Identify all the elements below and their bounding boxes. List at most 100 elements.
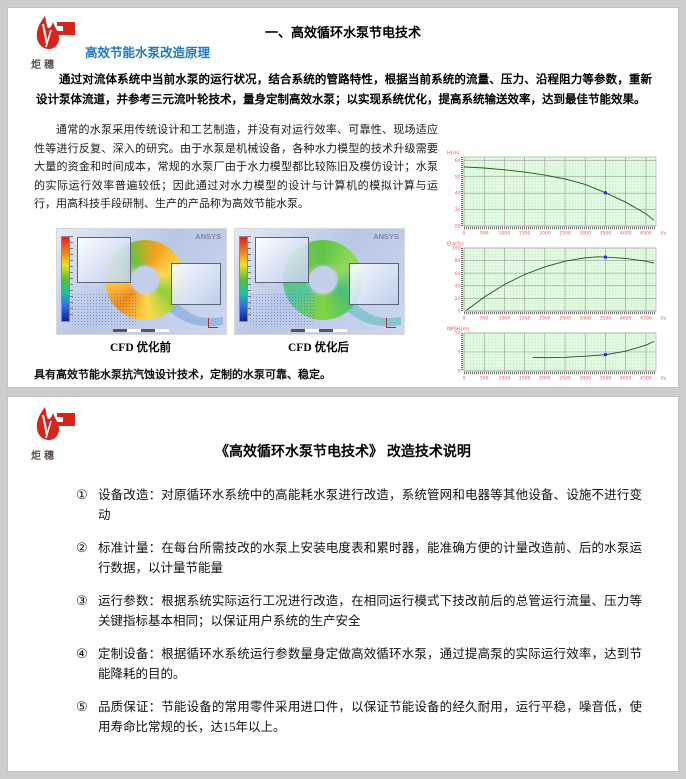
- svg-text:2000: 2000: [539, 376, 551, 382]
- item-text: 设备改造：对原循环水系统中的高能耗水泵进行改造，系统管网和电器等其他设备、设施不…: [98, 488, 642, 522]
- footnote-text: 具有高效节能水泵抗汽蚀设计技术，定制的水泵可靠、稳定。: [34, 369, 331, 381]
- zoom-inset-box: [171, 263, 221, 305]
- list-item: ⑤ 品质保证：节能设备的常用零件采用进口件，以保证节能设备的经久耐用，运行平稳，…: [76, 697, 642, 737]
- cfd-colorbar: [239, 236, 248, 322]
- intro-paragraph: 通过对流体系统中当前水泵的运行状况，结合系统的管路特性，根据当前系统的流量、压力…: [36, 74, 652, 106]
- particle-field: [71, 293, 137, 325]
- pump-head-curve-chart: 0 500 1000 1500 2000 2500 3000 3500 4000 4500 20 30…: [447, 151, 667, 237]
- flame-logo-icon: [36, 16, 75, 49]
- svg-text:l/s: l/s: [661, 376, 667, 382]
- svg-text:1500: 1500: [519, 231, 531, 237]
- particle-field: [249, 293, 315, 325]
- ansys-watermark: ANSYS: [373, 232, 399, 241]
- svg-text:3500: 3500: [600, 316, 612, 322]
- page-title: 一、高效循环水泵节电技术: [264, 25, 421, 40]
- svg-text:10: 10: [455, 331, 461, 337]
- svg-text:500: 500: [480, 231, 489, 237]
- svg-text:2500: 2500: [559, 316, 571, 322]
- item-text: 定制设备：根据循环水系统运行参数量身定做高效循环水泵，通过提高泵的实际运行效率，…: [98, 647, 642, 681]
- cfd-colorbar-ticks: [70, 236, 73, 320]
- axis-triad-icon: [386, 318, 396, 328]
- technical-notes-list: ① 设备改造：对原循环水系统中的高能耗水泵进行改造，系统管网和电器等其他设备、设…: [76, 485, 642, 750]
- svg-text:3000: 3000: [579, 231, 591, 237]
- list-item: ② 标准计量：在每台所需技改的水泵上安装电度表和累时器，能准确方便的计量改造前、…: [76, 538, 642, 578]
- item-number: ③: [76, 593, 88, 608]
- svg-text:3000: 3000: [579, 376, 591, 382]
- volute-outflow-shape: [169, 301, 223, 327]
- svg-text:1500: 1500: [519, 376, 531, 382]
- page-title: 《高效循环水泵节电技术》 改造技术说明: [215, 443, 471, 459]
- svg-text:1500: 1500: [519, 316, 531, 322]
- svg-text:50: 50: [455, 174, 461, 180]
- svg-text:20: 20: [455, 296, 461, 302]
- svg-text:l/s: l/s: [661, 316, 667, 322]
- item-text: 运行参数：根据系统实际运行工况进行改造，在相同运行模式下技改前后的总管运行流量、…: [98, 594, 642, 628]
- svg-text:40: 40: [455, 191, 461, 197]
- volute-outflow-shape: [347, 301, 401, 327]
- svg-text:0: 0: [463, 231, 466, 237]
- cfd-image-before: ANSYS: [56, 228, 227, 335]
- list-item: ④ 定制设备：根据循环水系统运行参数量身定做高效循环水泵，通过提高泵的实际运行效…: [76, 644, 642, 684]
- item-number: ②: [76, 540, 88, 555]
- svg-text:40: 40: [455, 283, 461, 289]
- svg-text:60: 60: [455, 271, 461, 277]
- svg-text:4000: 4000: [620, 316, 632, 322]
- ansys-watermark: ANSYS: [195, 232, 221, 241]
- svg-text:3500: 3500: [600, 231, 612, 237]
- svg-text:0: 0: [463, 316, 466, 322]
- svg-text:Eta(%): Eta(%): [447, 242, 464, 248]
- svg-text:0: 0: [458, 369, 461, 375]
- section-subtitle: 高效节能水泵改造原理: [85, 46, 211, 60]
- svg-text:NPSH(m): NPSH(m): [447, 327, 470, 333]
- svg-text:500: 500: [480, 316, 489, 322]
- axis-triad-icon: [208, 318, 218, 328]
- company-logo: 炬穗: [31, 405, 87, 463]
- svg-text:2000: 2000: [539, 231, 551, 237]
- scale-bar: [113, 329, 169, 332]
- impeller-contour: [105, 240, 185, 320]
- pump-npsh-curve-chart: 0 500 1000 1500 2000 2500 3000 3500 4000 4500 0 5 10…: [447, 327, 667, 382]
- zoom-inset-box: [255, 237, 309, 283]
- svg-text:500: 500: [480, 376, 489, 382]
- svg-text:1000: 1000: [499, 231, 511, 237]
- svg-text:80: 80: [455, 258, 461, 264]
- svg-text:H(m): H(m): [447, 151, 460, 157]
- svg-text:2500: 2500: [559, 376, 571, 382]
- svg-text:20: 20: [455, 224, 461, 230]
- cfd-colorbar: [61, 236, 70, 322]
- slide-page-2: 炬穗 《高效循环水泵节电技术》 改造技术说明 ① 设备改造：对原循环水系统中的高…: [7, 396, 679, 772]
- zoom-inset-box: [349, 263, 399, 305]
- item-number: ⑤: [76, 699, 88, 714]
- svg-text:100: 100: [452, 246, 461, 252]
- slide-page-1: 炬穗 一、高效循环水泵节电技术 高效节能水泵改造原理 通过对流体系统中当前水泵的…: [7, 7, 679, 388]
- svg-text:4000: 4000: [620, 376, 632, 382]
- svg-text:1000: 1000: [499, 316, 511, 322]
- scale-bar: [291, 329, 347, 332]
- brand-name: 炬穗: [31, 451, 57, 462]
- item-text: 品质保证：节能设备的常用零件采用进口件，以保证节能设备的经久耐用，运行平稳，噪音…: [98, 700, 642, 734]
- item-number: ④: [76, 646, 88, 661]
- flame-logo-icon: [36, 407, 75, 440]
- body-paragraph: 通常的水泵采用传统设计和工艺制造，并没有对运行效率、可靠性、现场适应性等进行反复…: [34, 124, 438, 210]
- svg-text:0: 0: [463, 376, 466, 382]
- brand-name: 炬穗: [31, 60, 57, 71]
- pump-efficiency-curve-chart: 0 500 1000 1500 2000 2500 3000 3500 4000 4500 0 20 4…: [447, 242, 667, 322]
- svg-text:0: 0: [458, 309, 461, 315]
- list-item: ③ 运行参数：根据系统实际运行工况进行改造，在相同运行模式下技改前后的总管运行流…: [76, 591, 642, 631]
- cfd-colorbar-ticks: [248, 236, 251, 320]
- item-text: 标准计量：在每台所需技改的水泵上安装电度表和累时器，能准确方便的计量改造前、后的…: [98, 541, 642, 575]
- zoom-inset-box: [77, 237, 131, 283]
- cfd-image-after: ANSYS: [234, 228, 405, 335]
- svg-text:1000: 1000: [499, 376, 511, 382]
- svg-text:l/s: l/s: [661, 231, 667, 237]
- company-logo: 炬穗: [31, 14, 87, 72]
- svg-text:4500: 4500: [640, 376, 652, 382]
- svg-text:60: 60: [455, 158, 461, 164]
- svg-text:5: 5: [458, 350, 461, 356]
- list-item: ① 设备改造：对原循环水系统中的高能耗水泵进行改造，系统管网和电器等其他设备、设…: [76, 485, 642, 525]
- svg-text:4000: 4000: [620, 231, 632, 237]
- svg-text:4500: 4500: [640, 231, 652, 237]
- item-number: ①: [76, 487, 88, 502]
- cfd-caption-after: CFD 优化后: [287, 342, 349, 354]
